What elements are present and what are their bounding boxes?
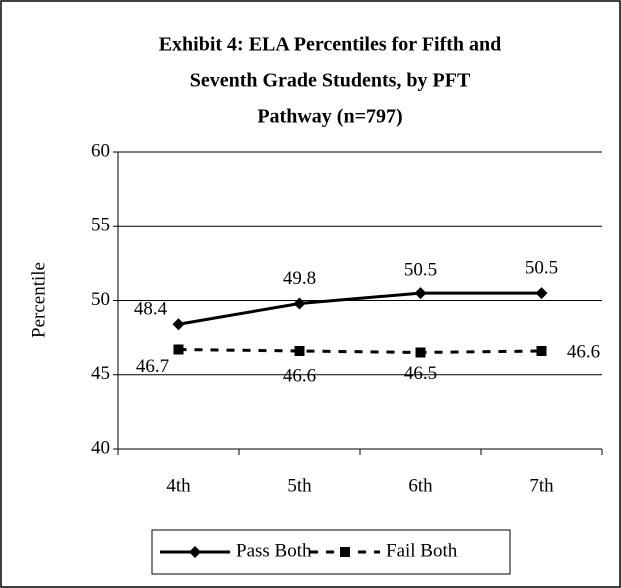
data-label: 46.7	[136, 356, 169, 377]
chart-title: Seventh Grade Students, by PFT	[190, 70, 471, 92]
y-tick-label: 40	[91, 437, 110, 458]
marker	[173, 344, 184, 355]
data-label: 46.6	[283, 365, 316, 386]
marker	[415, 347, 426, 358]
y-tick-label: 55	[91, 215, 110, 236]
y-tick-label: 45	[91, 363, 110, 384]
marker	[536, 345, 547, 356]
y-tick-label: 60	[91, 140, 110, 161]
y-tick-label: 50	[91, 289, 110, 310]
marker	[293, 297, 306, 310]
legend-label: Fail Both	[386, 540, 458, 561]
series-line	[178, 291, 542, 326]
series-line	[178, 348, 542, 354]
data-label: 46.6	[567, 341, 600, 362]
x-tick-label: 5th	[287, 475, 312, 496]
marker	[535, 287, 548, 300]
legend-label: Pass Both	[236, 540, 312, 561]
data-label: 49.8	[283, 268, 316, 289]
data-label: 50.5	[404, 259, 437, 280]
marker	[189, 546, 201, 558]
marker	[340, 547, 350, 557]
data-label: 50.5	[525, 257, 558, 278]
data-label: 46.5	[404, 363, 437, 384]
marker	[294, 345, 305, 356]
x-tick-label: 7th	[529, 475, 554, 496]
chart-title: Pathway (n=797)	[257, 106, 402, 128]
marker	[414, 287, 427, 300]
x-tick-label: 4th	[166, 475, 191, 496]
chart-title: Exhibit 4: ELA Percentiles for Fifth and	[159, 34, 502, 56]
data-label: 48.4	[134, 299, 168, 320]
y-axis-label: Percentile	[28, 262, 49, 338]
x-tick-label: 6th	[408, 475, 433, 496]
marker	[172, 318, 185, 331]
